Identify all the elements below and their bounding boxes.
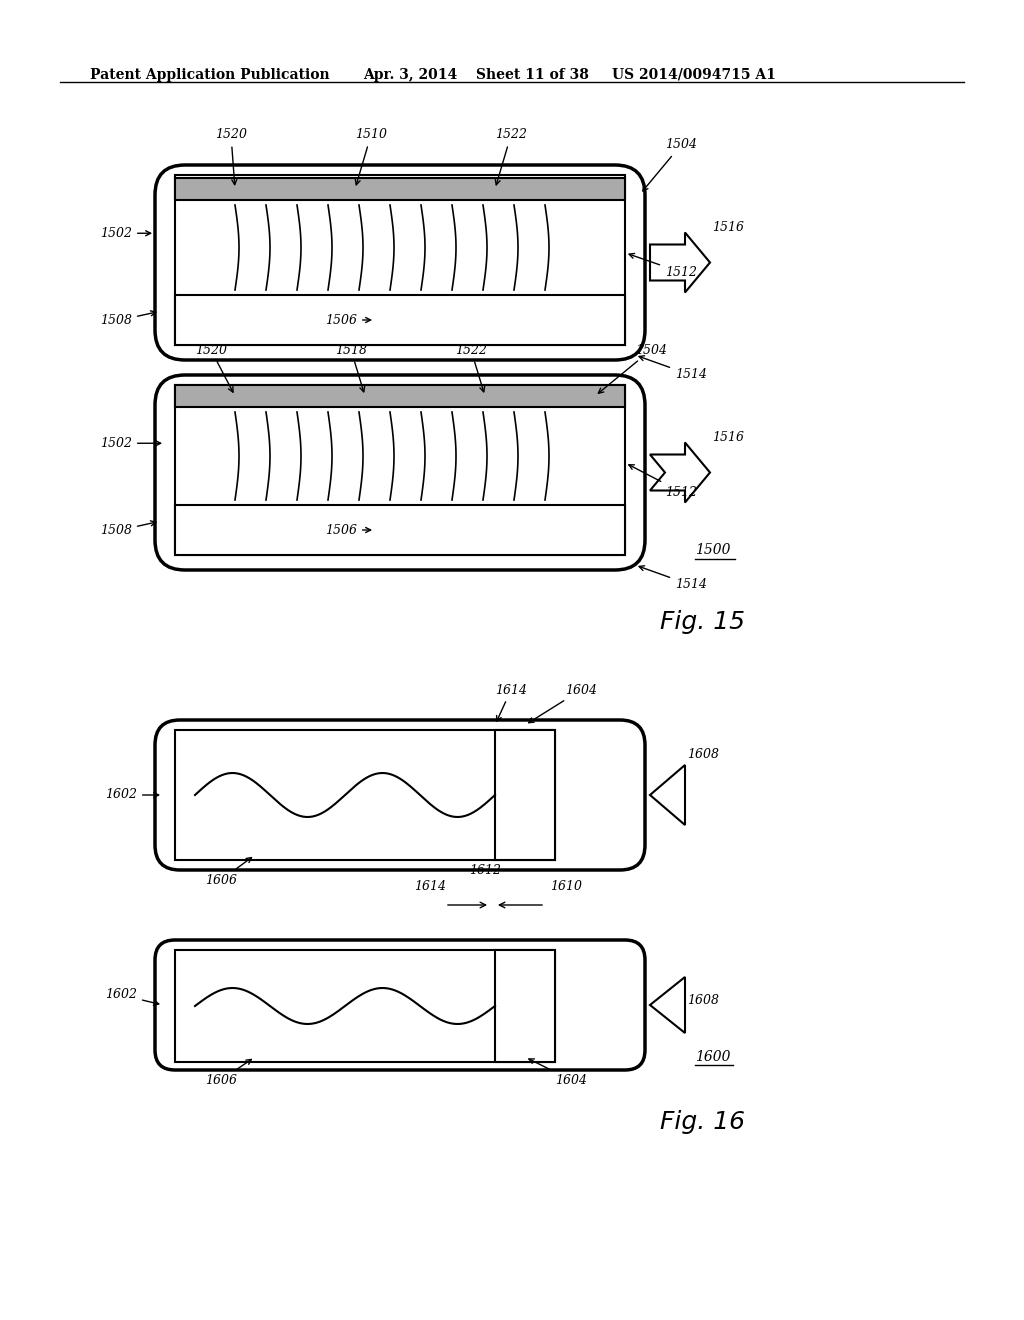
- Text: Sheet 11 of 38: Sheet 11 of 38: [476, 69, 589, 82]
- Bar: [495, 730, 555, 861]
- Text: 1522: 1522: [495, 128, 527, 185]
- Bar: [175, 178, 625, 201]
- Text: 1504: 1504: [598, 343, 667, 393]
- Bar: [495, 950, 555, 1063]
- Text: 1506: 1506: [325, 524, 371, 536]
- Text: 1614: 1614: [414, 880, 446, 894]
- Text: 1604: 1604: [528, 1059, 587, 1086]
- Text: Fig. 15: Fig. 15: [660, 610, 745, 634]
- Polygon shape: [650, 766, 685, 825]
- Polygon shape: [650, 232, 710, 293]
- Text: 1508: 1508: [100, 521, 156, 537]
- Text: 1520: 1520: [195, 343, 233, 392]
- Text: Apr. 3, 2014: Apr. 3, 2014: [362, 69, 458, 82]
- Bar: [175, 176, 625, 345]
- Polygon shape: [650, 442, 710, 503]
- Bar: [175, 950, 555, 1063]
- FancyBboxPatch shape: [155, 375, 645, 570]
- FancyBboxPatch shape: [155, 940, 645, 1071]
- Text: 1514: 1514: [639, 566, 707, 591]
- Text: US 2014/0094715 A1: US 2014/0094715 A1: [612, 69, 776, 82]
- Text: 1510: 1510: [355, 128, 387, 185]
- Bar: [175, 294, 625, 345]
- Polygon shape: [650, 977, 685, 1034]
- Text: 1522: 1522: [455, 343, 487, 392]
- Text: 1612: 1612: [469, 865, 501, 876]
- Text: 1602: 1602: [105, 788, 159, 801]
- Text: 1614: 1614: [495, 684, 527, 721]
- Text: 1504: 1504: [643, 139, 697, 191]
- Bar: [175, 178, 625, 201]
- Text: 1508: 1508: [100, 310, 156, 327]
- Text: 1606: 1606: [205, 858, 252, 887]
- Text: 1520: 1520: [215, 128, 247, 185]
- Text: Fig. 16: Fig. 16: [660, 1110, 745, 1134]
- Text: 1500: 1500: [695, 544, 730, 557]
- Text: 1516: 1516: [712, 432, 744, 444]
- Text: 1610: 1610: [550, 880, 582, 894]
- Text: 1602: 1602: [105, 989, 159, 1006]
- Text: 1512: 1512: [629, 253, 697, 279]
- Text: 1600: 1600: [695, 1049, 730, 1064]
- Text: 1514: 1514: [639, 356, 707, 381]
- Bar: [175, 385, 625, 407]
- Text: 1502: 1502: [100, 227, 151, 240]
- Bar: [175, 506, 625, 554]
- Bar: [175, 730, 555, 861]
- Text: 1502: 1502: [100, 437, 161, 450]
- FancyBboxPatch shape: [155, 719, 645, 870]
- Text: 1506: 1506: [325, 314, 371, 326]
- Text: 1604: 1604: [528, 684, 597, 723]
- Text: 1608: 1608: [687, 748, 719, 762]
- Bar: [175, 385, 625, 407]
- Text: 1608: 1608: [687, 994, 719, 1006]
- Text: 1606: 1606: [205, 1060, 252, 1086]
- Text: 1518: 1518: [335, 343, 367, 392]
- Bar: [175, 385, 625, 554]
- FancyBboxPatch shape: [155, 165, 645, 360]
- Text: 1512: 1512: [629, 465, 697, 499]
- Text: 1516: 1516: [712, 220, 744, 234]
- Text: Patent Application Publication: Patent Application Publication: [90, 69, 330, 82]
